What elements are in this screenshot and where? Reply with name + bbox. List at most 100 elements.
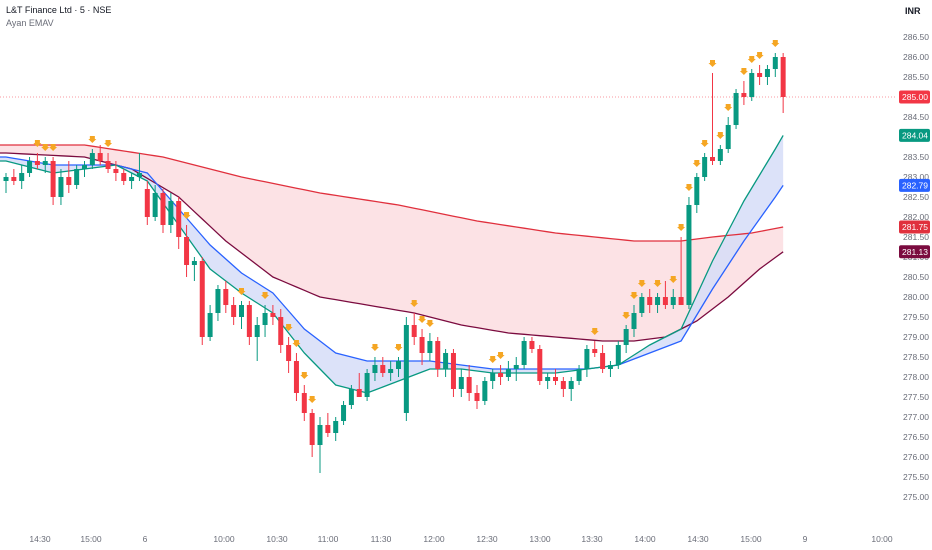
candle-body (27, 161, 33, 173)
candle (136, 153, 142, 181)
candle (270, 305, 276, 325)
candle-body (607, 365, 613, 369)
price-label-value: 281.75 (902, 222, 928, 232)
candle-body (568, 381, 574, 389)
ema-slow-red-line (0, 144, 784, 242)
signal-arrow-icon (88, 136, 97, 143)
candle-body (184, 237, 190, 265)
x-tick-label: 12:30 (476, 534, 498, 544)
candle-body (215, 289, 221, 313)
candle-body (50, 161, 56, 197)
candle-body (11, 177, 17, 181)
x-tick-label: 14:00 (634, 534, 656, 544)
candle-body (254, 325, 260, 337)
signal-arrow-icon (394, 344, 403, 351)
candle-body (411, 325, 417, 337)
candle (694, 173, 700, 213)
candle (293, 353, 299, 401)
candle-body (694, 177, 700, 205)
candle-body (529, 341, 535, 349)
candle (686, 197, 692, 309)
signal-arrow-icon (370, 344, 379, 351)
candle-body (505, 369, 511, 377)
candle (317, 417, 323, 473)
candle (717, 145, 723, 165)
y-tick-label: 276.00 (903, 452, 929, 462)
candle-body (772, 57, 778, 69)
price-label-box (899, 220, 930, 234)
candle (58, 169, 64, 205)
candle (568, 377, 574, 401)
candle-body (764, 69, 770, 77)
candle-body (176, 201, 182, 237)
price-label-box (899, 90, 930, 104)
candle-body (631, 313, 637, 329)
candle (121, 169, 127, 185)
candle (160, 189, 166, 233)
x-tick-label: 10:30 (266, 534, 288, 544)
candle-body (427, 341, 433, 353)
candle (411, 313, 417, 345)
signal-arrow-icon (669, 276, 678, 283)
candle (89, 149, 95, 169)
candle (662, 281, 668, 309)
price-label-tag: 285.00 (899, 90, 930, 104)
signal-arrow-icon (284, 324, 293, 331)
indicator-title[interactable]: Ayan EMAV (6, 18, 54, 28)
candle (443, 349, 449, 377)
x-tick-label: 14:30 (687, 534, 709, 544)
candle (333, 417, 339, 441)
candle-body (584, 349, 590, 369)
candle-body (560, 381, 566, 389)
candle (176, 197, 182, 249)
signal-arrow-icon (308, 396, 317, 403)
y-tick-label: 278.00 (903, 372, 929, 382)
candle (521, 337, 527, 369)
signal-arrow-icon (182, 212, 191, 219)
currency-label[interactable]: INR (905, 6, 921, 16)
signal-arrow-icon (755, 52, 764, 59)
candle-body (655, 297, 661, 305)
candle-body (639, 297, 645, 313)
price-label-value: 285.00 (902, 92, 928, 102)
candle (207, 305, 213, 341)
candle (168, 193, 174, 233)
candle (780, 53, 786, 113)
candle (647, 289, 653, 313)
candle-body (403, 325, 409, 413)
candle-body (615, 345, 621, 365)
symbol-title[interactable]: L&T Finance Ltd · 5 · NSE (6, 5, 112, 15)
candle-body (66, 177, 72, 185)
candle (545, 373, 551, 389)
candle-body (670, 297, 676, 305)
candle (152, 185, 158, 221)
candle-body (780, 57, 786, 97)
candle-body (450, 353, 456, 389)
price-label-box (899, 245, 930, 259)
candle (537, 345, 543, 385)
candle (710, 73, 715, 165)
signal-arrow-icon (653, 280, 662, 287)
candle-body (474, 393, 480, 401)
candle-body (482, 381, 488, 401)
x-tick-label: 10:00 (871, 534, 893, 544)
candle-layer (3, 53, 786, 473)
candle-body (333, 421, 339, 433)
candle-body (262, 313, 268, 325)
candle-body (301, 393, 307, 413)
signal-arrow-icon (300, 372, 309, 379)
candle (356, 373, 362, 397)
candle (764, 65, 770, 85)
x-tick-label: 11:30 (371, 534, 392, 544)
signal-arrow-icon (410, 300, 419, 307)
candle (427, 333, 433, 361)
slow-ema-ribbon (0, 145, 784, 341)
candle-body (105, 161, 111, 169)
y-tick-label: 283.00 (903, 172, 929, 182)
time-axis[interactable]: 14:30 15:00 6 10:00 10:30 11:00 11:30 12:00 12:3… (29, 534, 893, 544)
candle-body (223, 289, 229, 305)
candle (474, 385, 480, 409)
candle-body (97, 153, 103, 161)
signal-arrow-icon (418, 316, 427, 323)
